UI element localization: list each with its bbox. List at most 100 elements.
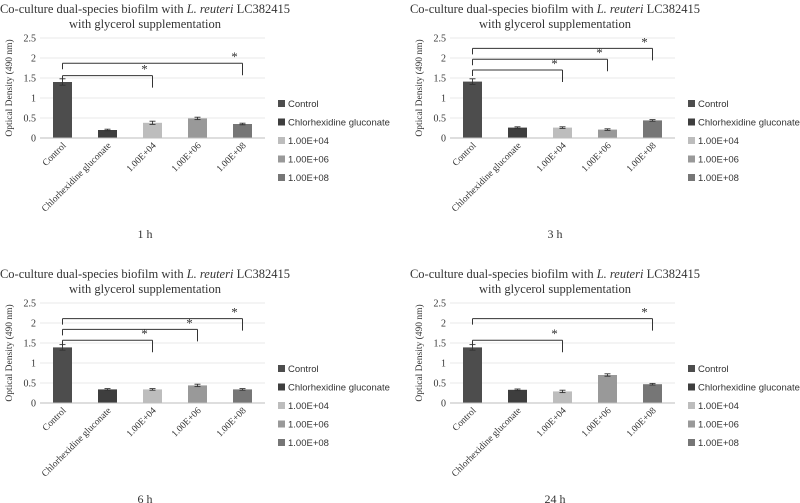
legend-entry: 1.00E+06 (688, 420, 739, 431)
legend-label: 1.00E+06 (698, 155, 739, 166)
chart-title-part: Co-culture dual-species biofilm with (0, 2, 187, 16)
y-tick-label: 2 (441, 319, 446, 330)
x-tick-label: 1.00E+08 (625, 406, 659, 440)
bar (598, 129, 617, 138)
error-bar (194, 383, 201, 388)
significance-bracket: * (472, 326, 563, 353)
significance-star: * (641, 34, 648, 49)
y-tick-label: 2.5 (24, 34, 37, 45)
x-tick-label: 1.00E+06 (170, 406, 204, 440)
legend-entry: 1.00E+06 (688, 155, 739, 166)
error-bar (239, 388, 246, 391)
bar (98, 389, 117, 403)
y-tick-label: 2.5 (434, 299, 447, 310)
legend-swatch (278, 137, 285, 144)
bar (508, 127, 527, 138)
y-axis-label: Optical Density (490 nm) (414, 39, 425, 136)
x-tick-label: 1.00E+04 (125, 141, 159, 175)
x-tick-label: Control (41, 141, 69, 169)
legend-entry: Control (688, 364, 729, 375)
chart-title-part: L. reuteri (596, 267, 644, 281)
legend-entry: 1.00E+08 (688, 173, 739, 184)
significance-star: * (551, 326, 558, 341)
legend-label: Chlorhexidine gluconate (288, 383, 390, 394)
error-bar (469, 78, 476, 85)
significance-star: * (551, 56, 558, 71)
chart-title: Co-culture dual-species biofilm with L. … (0, 2, 290, 16)
error-bar (194, 116, 201, 121)
x-tick-label: Control (451, 406, 479, 434)
legend-swatch (278, 365, 285, 372)
y-tick-label: 1.5 (24, 339, 37, 350)
bar (53, 82, 72, 138)
y-tick-label: 0.5 (434, 379, 447, 390)
legend-entry: Control (278, 99, 319, 110)
error-bar (559, 389, 566, 394)
chart-title: Co-culture dual-species biofilm with L. … (0, 267, 290, 281)
y-tick-label: 1 (441, 359, 446, 370)
x-tick-label: 1.00E+06 (170, 141, 204, 175)
x-axis-label: 24 h (545, 492, 566, 503)
bar (643, 384, 662, 403)
y-tick-label: 2 (31, 319, 36, 330)
legend-label: 1.00E+06 (698, 420, 739, 431)
x-tick-label: Control (41, 406, 69, 434)
y-tick-label: 2.5 (434, 34, 447, 45)
legend-label: 1.00E+04 (698, 136, 739, 147)
y-tick-label: 2.5 (24, 299, 37, 310)
legend-label: 1.00E+08 (288, 173, 329, 184)
legend-swatch (688, 383, 695, 391)
x-axis-label: 6 h (138, 492, 153, 503)
significance-star: * (596, 45, 603, 60)
legend-swatch (688, 137, 695, 144)
legend-swatch (688, 118, 695, 126)
chart-title-part: L. reuteri (596, 2, 644, 16)
bar (98, 130, 117, 138)
error-bar (649, 119, 656, 122)
bar (553, 391, 572, 403)
bar (188, 385, 207, 403)
y-tick-label: 0 (441, 399, 446, 410)
chart-title-part: L. reuteri (186, 267, 234, 281)
x-tick-label: 1.00E+08 (625, 141, 659, 175)
legend-swatch (278, 118, 285, 126)
error-bar (559, 126, 566, 129)
y-tick-label: 1 (31, 94, 36, 105)
legend-label: Chlorhexidine gluconate (698, 118, 800, 129)
legend-entry: 1.00E+04 (688, 136, 739, 147)
significance-star: * (186, 315, 193, 330)
significance-bracket: * (62, 305, 243, 331)
bar (463, 347, 482, 403)
legend-entry: Control (278, 364, 319, 375)
legend-swatch (278, 383, 285, 391)
legend-entry: Chlorhexidine gluconate (278, 118, 390, 129)
legend-entry: 1.00E+08 (278, 438, 329, 449)
x-tick-label: 1.00E+06 (580, 406, 614, 440)
x-tick-label: 1.00E+08 (215, 406, 249, 440)
bar (188, 118, 207, 138)
chart-title: Co-culture dual-species biofilm with L. … (410, 267, 700, 281)
bar (643, 120, 662, 138)
bar (508, 389, 527, 403)
x-tick-label: 1.00E+06 (580, 141, 614, 175)
chart-panel: Co-culture dual-species biofilm with L. … (0, 267, 390, 503)
y-tick-label: 0.5 (434, 114, 447, 125)
error-bar (649, 382, 656, 386)
bar (463, 81, 482, 138)
legend-label: 1.00E+08 (698, 438, 739, 449)
chart-title-part: Co-culture dual-species biofilm with (410, 2, 597, 16)
y-tick-label: 1 (31, 359, 36, 370)
bar (233, 389, 252, 403)
chart-panel: Co-culture dual-species biofilm with L. … (0, 2, 390, 241)
x-tick-label: Control (451, 141, 479, 169)
bar (598, 375, 617, 403)
significance-bracket: * (472, 34, 653, 61)
legend-swatch (278, 174, 285, 181)
legend-entry: 1.00E+08 (278, 173, 329, 184)
x-tick-label: 1.00E+04 (535, 141, 569, 175)
chart-panel: Co-culture dual-species biofilm with L. … (410, 2, 800, 241)
x-axis-label: 3 h (548, 227, 563, 241)
y-tick-label: 2 (441, 54, 446, 65)
legend-label: Control (288, 364, 319, 375)
legend-entry: Chlorhexidine gluconate (278, 383, 390, 394)
